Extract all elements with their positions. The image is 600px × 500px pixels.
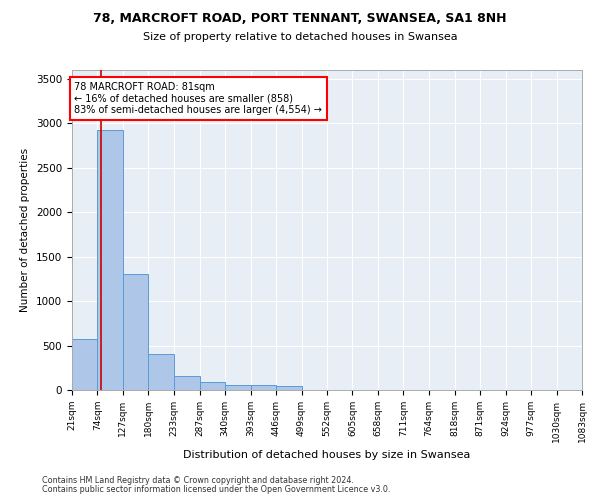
Bar bbox=[123, 274, 148, 390]
Text: Contains HM Land Registry data © Crown copyright and database right 2024.: Contains HM Land Registry data © Crown c… bbox=[42, 476, 354, 485]
Text: Size of property relative to detached houses in Swansea: Size of property relative to detached ho… bbox=[143, 32, 457, 42]
Bar bbox=[72, 340, 97, 390]
Bar bbox=[225, 384, 251, 390]
Text: Contains public sector information licensed under the Open Government Licence v3: Contains public sector information licen… bbox=[42, 485, 391, 494]
Text: 78, MARCROFT ROAD, PORT TENNANT, SWANSEA, SA1 8NH: 78, MARCROFT ROAD, PORT TENNANT, SWANSEA… bbox=[93, 12, 507, 26]
Bar bbox=[97, 130, 123, 390]
Y-axis label: Number of detached properties: Number of detached properties bbox=[20, 148, 31, 312]
Bar bbox=[174, 376, 200, 390]
Bar bbox=[200, 382, 225, 390]
Text: 78 MARCROFT ROAD: 81sqm
← 16% of detached houses are smaller (858)
83% of semi-d: 78 MARCROFT ROAD: 81sqm ← 16% of detache… bbox=[74, 82, 322, 115]
X-axis label: Distribution of detached houses by size in Swansea: Distribution of detached houses by size … bbox=[184, 450, 470, 460]
Bar bbox=[148, 354, 174, 390]
Bar bbox=[276, 386, 302, 390]
Bar bbox=[251, 385, 276, 390]
